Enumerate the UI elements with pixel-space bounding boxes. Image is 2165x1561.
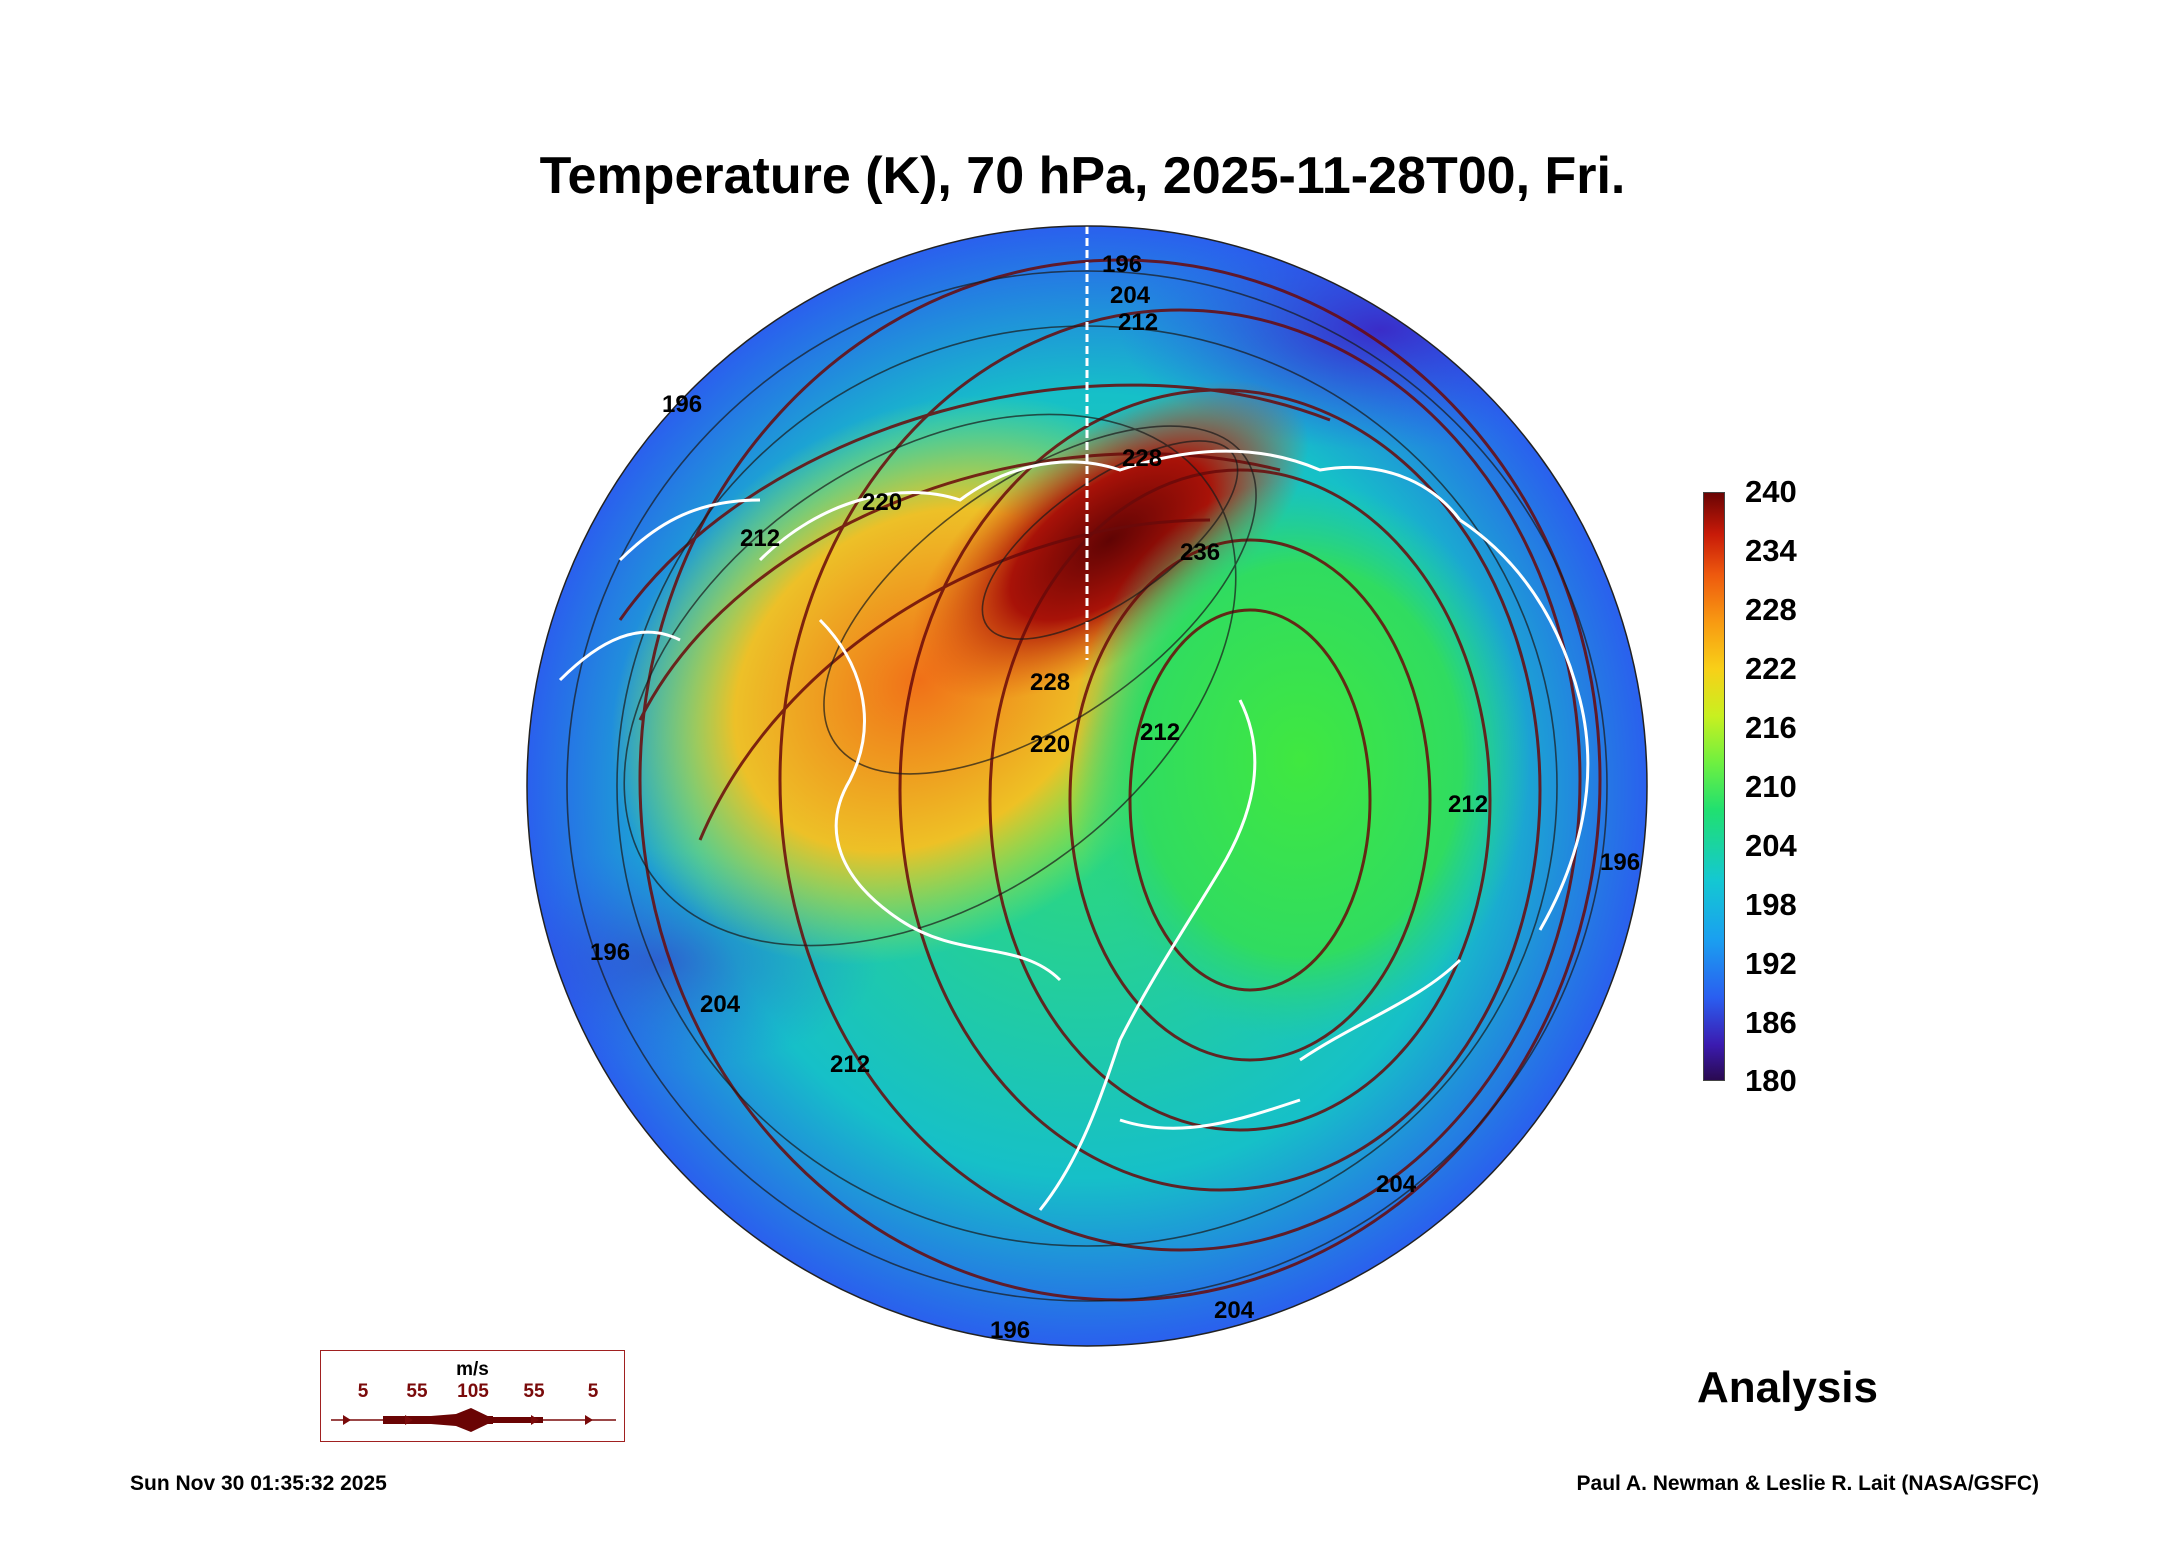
analysis-label: Analysis (1697, 1363, 1878, 1412)
wind-legend-arrow-icon (331, 1408, 616, 1432)
temperature-field (527, 226, 1647, 1346)
contour-label: 228 (1122, 445, 1162, 472)
colorbar-tick: 240 (1745, 474, 1797, 509)
contour-label: 220 (862, 489, 902, 516)
wind-legend-speed: 105 (457, 1381, 489, 1402)
colorbar-tick: 204 (1745, 828, 1797, 863)
colorbar-tick: 210 (1745, 769, 1797, 804)
colorbar-tick: 186 (1745, 1005, 1797, 1040)
contour-label: 204 (1214, 1297, 1255, 1324)
colorbar-tick: 228 (1745, 592, 1797, 627)
contour-label: 212 (830, 1051, 870, 1078)
temperature-colorbar (1703, 492, 1725, 1081)
colorbar-tick: 192 (1745, 946, 1797, 981)
wind-legend-speed: 55 (523, 1381, 545, 1402)
contour-label: 196 (662, 391, 702, 418)
temperature-contours (566, 270, 1608, 1302)
contour-label: 196 (1102, 251, 1142, 278)
generation-timestamp: Sun Nov 30 01:35:32 2025 (130, 1472, 387, 1495)
contour-label: 196 (990, 1317, 1030, 1344)
colorbar-tick: 180 (1745, 1063, 1797, 1098)
contour-label: 204 (1376, 1171, 1417, 1198)
contour-label: 196 (590, 939, 630, 966)
wind-legend-unit: m/s (456, 1359, 489, 1380)
coastlines (558, 449, 1590, 1211)
contour-label: 196 (1600, 849, 1640, 876)
contour-label: 212 (740, 525, 780, 552)
wind-speed-legend: m/s 5 55 105 55 5 (320, 1350, 625, 1442)
contour-label: 212 (1118, 309, 1158, 336)
contour-label: 212 (1448, 791, 1488, 818)
colorbar-tick: 216 (1745, 710, 1797, 745)
contour-label: 236 (1180, 539, 1220, 566)
contour-label: 228 (1030, 669, 1070, 696)
colorbar-tick: 198 (1745, 887, 1797, 922)
contour-label: 220 (1030, 731, 1070, 758)
colorbar-tick: 222 (1745, 651, 1797, 686)
wind-legend-speed: 5 (357, 1381, 369, 1402)
wind-legend-speed: 55 (406, 1381, 428, 1402)
contour-label: 212 (1140, 719, 1180, 746)
wind-legend-speed: 5 (587, 1381, 599, 1402)
contour-label: 204 (1110, 282, 1151, 309)
map-title: Temperature (K), 70 hPa, 2025-11-28T00, … (539, 147, 1626, 205)
author-credit: Paul A. Newman & Leslie R. Lait (NASA/GS… (1576, 1472, 2039, 1495)
colorbar-tick: 234 (1745, 533, 1797, 568)
contour-label: 204 (700, 991, 741, 1018)
